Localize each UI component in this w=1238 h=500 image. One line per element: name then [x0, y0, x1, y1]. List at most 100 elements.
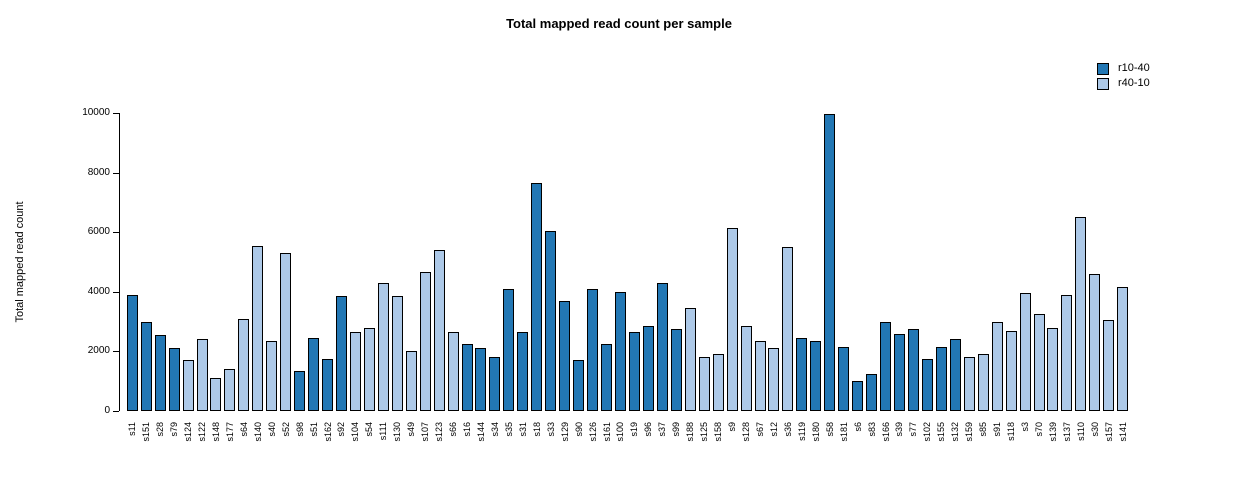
x-tick-label: s130	[392, 422, 403, 442]
x-tick-label: s125	[699, 422, 710, 442]
bar-s132	[949, 339, 961, 411]
y-axis-title: Total mapped read count	[14, 201, 26, 323]
bar-s54	[363, 328, 375, 411]
x-tick-label: s107	[420, 422, 431, 442]
x-tick-label: s35	[503, 422, 514, 437]
x-tick-label: s118	[1006, 422, 1017, 441]
bar-s11	[126, 295, 138, 411]
x-tick-label: s148	[210, 422, 221, 442]
bar-s141	[1117, 287, 1129, 411]
bar-s111	[377, 283, 389, 411]
bar-s33	[545, 231, 557, 411]
x-tick-label: s67	[754, 422, 765, 437]
bar-s128	[740, 326, 752, 411]
bar-s122	[196, 339, 208, 411]
bar-s64	[238, 319, 250, 411]
x-tick-label: s126	[587, 422, 598, 442]
bar-s139	[1047, 328, 1059, 411]
x-tick-label: s161	[601, 422, 612, 442]
x-tick-label: s33	[545, 422, 556, 437]
x-tick-label: s34	[489, 422, 500, 437]
bar-s123	[433, 250, 445, 411]
x-tick-label: s137	[1061, 422, 1072, 442]
bar-s118	[1005, 331, 1017, 411]
bar-s158	[712, 354, 724, 411]
bar-s96	[642, 326, 654, 411]
y-tick-label: 8000	[87, 167, 110, 178]
bar-s181	[838, 347, 850, 411]
x-tick-label: s9	[727, 422, 738, 432]
bar-s144	[475, 348, 487, 411]
bar-s148	[210, 378, 222, 411]
y-tick-mark	[113, 232, 119, 233]
bar-s37	[656, 283, 668, 411]
x-tick-label: s90	[573, 422, 584, 437]
bar-s100	[614, 292, 626, 411]
x-tick-label: s158	[713, 422, 724, 442]
legend-swatch-r40-10	[1097, 77, 1109, 90]
bar-s58	[824, 114, 836, 411]
x-tick-label: s77	[908, 422, 919, 437]
bar-s91	[991, 322, 1003, 411]
bar-s166	[880, 322, 891, 411]
bar-s188	[684, 308, 696, 411]
bar-s18	[531, 183, 543, 411]
bar-s35	[503, 289, 515, 411]
x-tick-label: s36	[782, 422, 793, 437]
legend-item: r40-10	[1097, 76, 1150, 91]
bar-s70	[1033, 314, 1045, 411]
bar-s98	[294, 371, 306, 411]
bar-s119	[796, 338, 808, 411]
x-tick-label: s39	[894, 422, 905, 437]
bar-s36	[782, 247, 794, 411]
x-tick-label: s70	[1033, 422, 1044, 437]
x-tick-label: s49	[406, 422, 417, 437]
bar-s40	[266, 341, 278, 411]
x-tick-label: s155	[936, 422, 947, 442]
bar-s83	[866, 374, 877, 411]
x-tick-label: s99	[671, 422, 682, 437]
x-tick-label: s19	[629, 422, 640, 437]
bar-s67	[754, 341, 766, 411]
bar-s180	[810, 341, 822, 411]
x-tick-label: s110	[1075, 422, 1086, 441]
x-tick-label: s85	[978, 422, 989, 437]
bar-s12	[768, 348, 780, 411]
bar-s129	[559, 301, 571, 411]
bar-s110	[1075, 217, 1087, 411]
bar-s104	[349, 332, 361, 411]
bar-s79	[168, 348, 180, 411]
bar-s31	[517, 332, 529, 411]
bar-s99	[670, 329, 682, 411]
x-tick-label: s140	[252, 422, 263, 442]
x-tick-label: s123	[434, 422, 445, 442]
bar-s155	[935, 347, 947, 411]
bar-s162	[322, 359, 333, 411]
bar-s28	[154, 335, 166, 411]
x-tick-label: s52	[280, 422, 291, 437]
x-tick-label: s11	[127, 422, 138, 436]
bar-s77	[907, 329, 919, 411]
bar-s102	[921, 359, 933, 411]
x-tick-label: s159	[964, 422, 975, 442]
x-tick-label: s139	[1047, 422, 1058, 442]
y-tick-label: 10000	[82, 107, 110, 118]
legend: r10-40 r40-10	[1097, 61, 1150, 91]
x-tick-label: s30	[1089, 422, 1100, 437]
bar-s125	[698, 357, 710, 411]
x-tick-label: s129	[559, 422, 570, 442]
y-tick-label: 6000	[87, 226, 110, 237]
legend-swatch-r10-40	[1097, 62, 1109, 75]
y-tick-mark	[113, 292, 119, 293]
y-axis-line	[119, 113, 120, 411]
x-tick-label: s144	[475, 422, 486, 442]
x-tick-label: s58	[824, 422, 835, 437]
bar-s161	[601, 344, 612, 411]
legend-label: r10-40	[1118, 62, 1150, 74]
chart-title: Total mapped read count per sample	[506, 16, 732, 31]
bar-s49	[405, 351, 417, 411]
y-tick-label: 2000	[87, 345, 110, 356]
x-tick-label: s6	[852, 422, 863, 432]
x-tick-label: s151	[141, 422, 152, 442]
x-tick-label: s181	[838, 422, 849, 442]
